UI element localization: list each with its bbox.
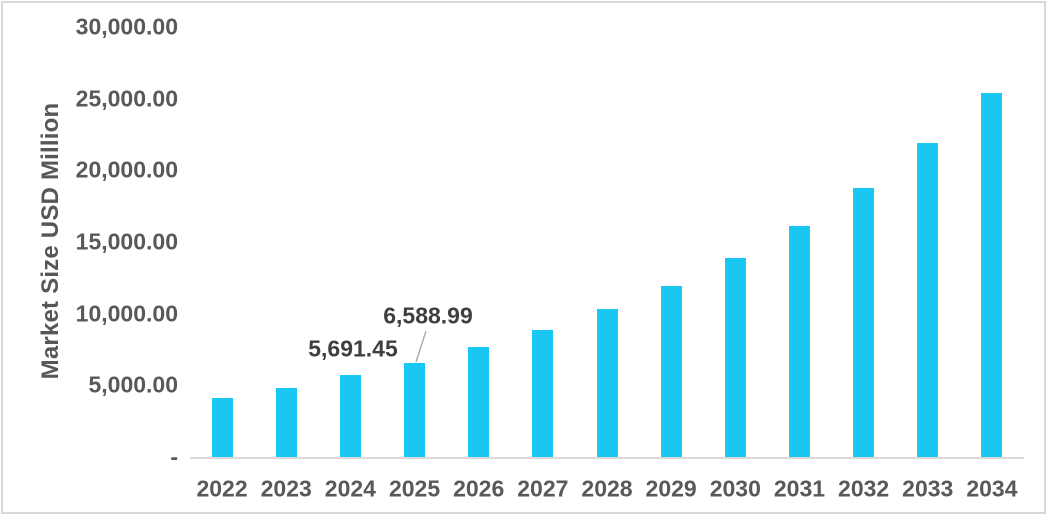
bar-2022	[211, 398, 233, 457]
x-label-2025: 2025	[388, 475, 441, 502]
bar-2023	[275, 388, 297, 457]
bar-2027	[532, 330, 554, 457]
y-tick-label: 20,000.00	[75, 156, 178, 183]
x-label-2032: 2032	[838, 475, 890, 502]
bar-2025	[404, 362, 426, 457]
bar-2031	[788, 225, 810, 457]
x-label-2033: 2033	[902, 475, 954, 502]
x-label-2031: 2031	[773, 475, 826, 502]
y-tick-label: 10,000.00	[75, 300, 178, 327]
x-label-2022: 2022	[196, 475, 248, 502]
y-tick-label: -	[170, 443, 178, 470]
bar-2032	[853, 187, 875, 457]
x-label-2026: 2026	[453, 475, 505, 502]
x-label-2034: 2034	[966, 475, 1018, 502]
x-label-2028: 2028	[581, 475, 633, 502]
data-label-2024: 5,691.45	[308, 335, 398, 362]
bar-2033	[917, 143, 939, 457]
x-label-2030: 2030	[709, 475, 761, 502]
bar-2029	[660, 285, 682, 457]
y-tick-label: 25,000.00	[75, 85, 178, 112]
plot-area	[190, 27, 1024, 459]
x-label-2024: 2024	[324, 475, 376, 502]
y-tick-label: 30,000.00	[75, 13, 178, 40]
data-label-2025: 6,588.99	[383, 302, 473, 329]
bar-2034	[981, 92, 1003, 457]
y-tick-label: 15,000.00	[75, 228, 178, 255]
y-tick-label: 5,000.00	[88, 371, 178, 398]
bar-2030	[724, 257, 746, 457]
x-label-2029: 2029	[645, 475, 697, 502]
x-label-2023: 2023	[260, 475, 312, 502]
x-label-2027: 2027	[517, 475, 569, 502]
bar-2028	[596, 309, 618, 457]
bar-2024	[339, 375, 361, 457]
bar-2026	[468, 346, 490, 457]
